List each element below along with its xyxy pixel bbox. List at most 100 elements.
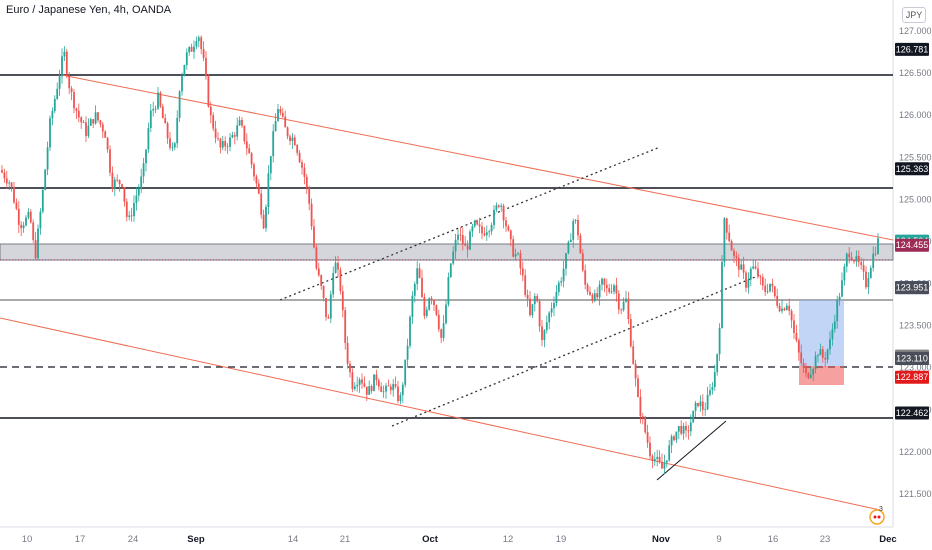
- price-axis[interactable]: 127.000126.500126.000125.500125.000124.5…: [899, 26, 932, 499]
- candle-body: [41, 189, 44, 212]
- candle-body: [437, 314, 440, 330]
- candle-body: [231, 135, 234, 138]
- candle-body: [272, 131, 275, 157]
- candle-body: [34, 239, 37, 259]
- candle-body: [543, 330, 546, 341]
- candle-body: [721, 261, 723, 329]
- candle-body: [457, 234, 459, 240]
- candle-body: [788, 305, 791, 311]
- candle-body: [560, 281, 563, 283]
- candle-body: [617, 293, 620, 310]
- candle-body: [490, 225, 493, 232]
- price-label: 123.951: [895, 281, 929, 295]
- candle-body: [262, 214, 265, 229]
- currency-button[interactable]: JPY: [902, 7, 926, 23]
- candle-body: [380, 386, 383, 392]
- long-position-stop[interactable]: [799, 366, 844, 385]
- candle-body: [82, 122, 85, 124]
- candle-body: [75, 108, 78, 111]
- candle-body: [176, 117, 179, 144]
- candle-body: [181, 76, 183, 92]
- rising-support-line[interactable]: [656, 420, 727, 481]
- candle-body: [339, 269, 342, 292]
- candle-body: [387, 385, 390, 387]
- candle-body: [269, 156, 272, 174]
- candle-body: [123, 187, 126, 202]
- candle-body: [757, 268, 759, 277]
- candle-body: [728, 232, 731, 242]
- time-tick-label: 19: [556, 534, 567, 545]
- candle-body: [579, 235, 582, 254]
- candle-body: [3, 172, 6, 179]
- candle-body: [625, 298, 627, 302]
- candle-body: [658, 456, 661, 462]
- candle-body: [466, 245, 469, 250]
- candle-body: [824, 357, 827, 360]
- candle-body: [845, 253, 848, 267]
- lower-trendline[interactable]: [0, 317, 881, 511]
- candle-body: [332, 272, 335, 295]
- alert-badge-icon[interactable]: 3: [867, 506, 887, 526]
- candle-body: [325, 297, 327, 317]
- candle-body: [584, 270, 587, 285]
- candle-body: [375, 374, 378, 381]
- candle-body: [133, 202, 135, 217]
- candle-body: [817, 355, 819, 357]
- candle-body: [517, 253, 519, 255]
- candle-body: [293, 137, 296, 146]
- candle-body: [97, 112, 99, 121]
- candle-body: [476, 220, 479, 225]
- candle-body: [363, 383, 366, 387]
- candle-body: [267, 173, 270, 208]
- candle-body: [644, 417, 647, 433]
- candle-body: [567, 242, 570, 254]
- candle-body: [445, 304, 447, 324]
- price-tick-label: 125.500: [899, 152, 932, 162]
- candle-body: [260, 193, 263, 215]
- candle-body: [651, 456, 654, 461]
- price-label: 122.887: [895, 370, 929, 384]
- candle-body: [793, 320, 795, 333]
- candle-body: [478, 224, 481, 227]
- candle-body: [13, 187, 15, 203]
- candle-body: [706, 394, 709, 410]
- candle-body: [245, 141, 248, 149]
- candle-body: [677, 426, 680, 432]
- candle-body: [831, 329, 834, 340]
- rising-channel-lower[interactable]: [391, 274, 761, 427]
- candle-body: [315, 247, 318, 269]
- candle-body: [149, 110, 152, 129]
- candle-body: [483, 233, 486, 236]
- candle-body: [190, 47, 193, 52]
- candle-body: [819, 349, 822, 356]
- candle-body: [821, 349, 824, 358]
- candle-body: [382, 391, 385, 393]
- candle-body: [737, 258, 740, 270]
- candle-body: [188, 47, 191, 53]
- candle-body: [56, 88, 59, 99]
- candle-body: [843, 266, 846, 281]
- candle-body: [533, 296, 536, 305]
- candle-body: [713, 372, 716, 388]
- candle-body: [17, 208, 20, 225]
- candle-body: [507, 226, 510, 231]
- candle-body: [725, 218, 728, 233]
- rising-channel-upper[interactable]: [279, 146, 661, 301]
- candle-body: [519, 253, 522, 269]
- upper-trendline[interactable]: [61, 74, 894, 241]
- candle-body: [356, 384, 359, 387]
- price-tick-label: 122.000: [899, 447, 932, 457]
- candle-body: [836, 300, 839, 322]
- candle-body: [785, 305, 788, 311]
- time-axis[interactable]: 10 17 24 Sep 14 21 Oct 12 19 Nov 9 16 23 Dec: [22, 534, 897, 545]
- candle-body: [365, 386, 368, 395]
- price-label-text: 123.951: [896, 283, 929, 293]
- candle-body: [735, 256, 738, 259]
- candle-body: [699, 401, 702, 407]
- candle-body: [27, 211, 30, 218]
- candle-body: [814, 355, 817, 369]
- support-zone[interactable]: [0, 243, 894, 261]
- candle-body: [197, 37, 200, 42]
- candle-body: [723, 218, 726, 262]
